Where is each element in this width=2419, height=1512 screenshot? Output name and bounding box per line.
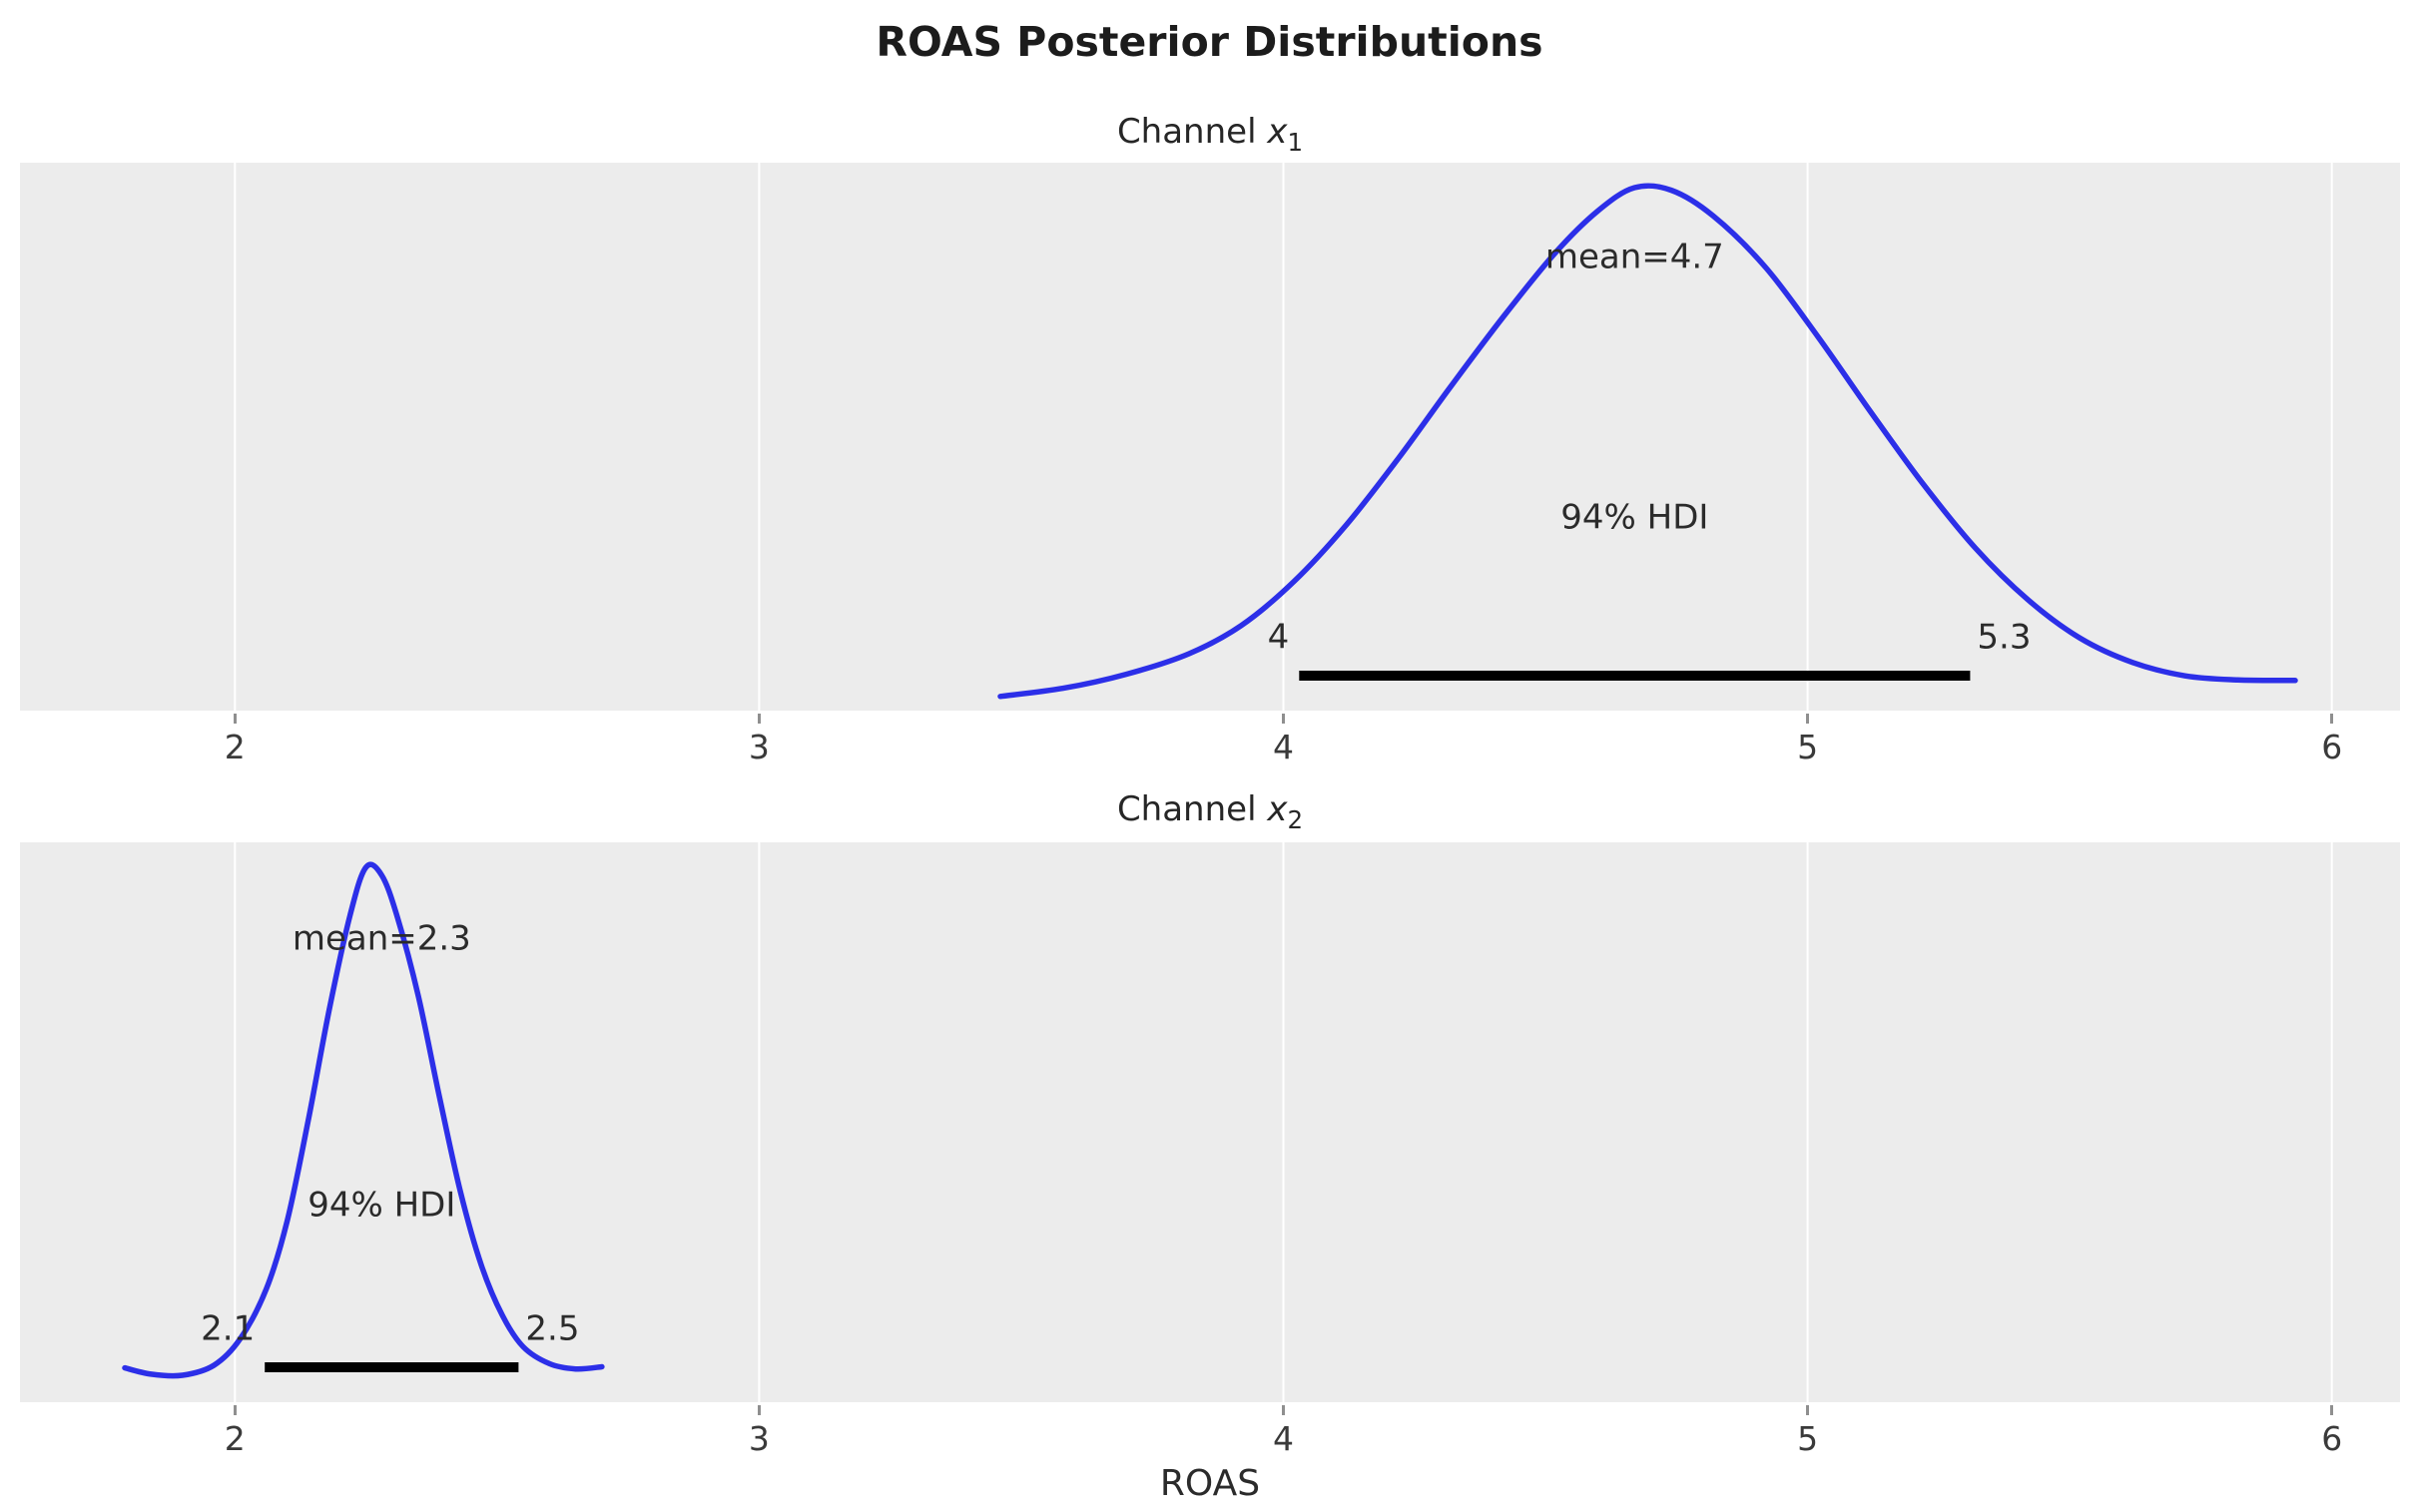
x-tick-label: 5	[1797, 728, 1819, 766]
x-tick-mark	[2330, 714, 2334, 724]
x-axis-label: ROAS	[1159, 1463, 1261, 1504]
x-tick-label: 2	[224, 1419, 246, 1458]
x-tick-label: 6	[2321, 1419, 2343, 1458]
mean-annotation: mean=2.3	[292, 918, 471, 959]
x-tick-label: 3	[748, 728, 770, 766]
hdi-annotation: 94% HDI	[1560, 497, 1709, 538]
x-tick-label: 2	[224, 728, 246, 766]
hdi-upper-label: 5.3	[1977, 617, 2032, 658]
x-tick-mark	[757, 1405, 761, 1415]
mean-annotation: mean=4.7	[1544, 237, 1724, 277]
subplot-title-text: Channel	[1116, 789, 1268, 829]
subplot-title-subscript: 2	[1287, 804, 1304, 834]
figure-title: ROAS Posterior Distributions	[876, 18, 1543, 66]
x-tick-mark	[1282, 714, 1285, 724]
x-tick-mark	[1806, 714, 1810, 724]
density-plot-channel-x1	[234, 163, 2333, 711]
hdi-lower-label: 4	[1267, 617, 1290, 658]
density-curve	[122, 861, 605, 1379]
x-tick-label: 6	[2321, 728, 2343, 766]
x-tick-mark	[757, 714, 761, 724]
density-plot-channel-x2	[122, 842, 2333, 1402]
hdi-lower-label: 2.1	[201, 1308, 256, 1349]
density-curve	[997, 183, 2298, 700]
x-tick-mark	[1806, 1405, 1810, 1415]
hdi-upper-label: 2.5	[525, 1308, 580, 1349]
x-tick-mark	[233, 714, 237, 724]
x-tick-mark	[2330, 1405, 2334, 1415]
subplot-title-text: Channel	[1116, 112, 1268, 152]
x-axis-ticks-top-subplot: 2 3 4 5 6	[20, 712, 2400, 775]
subplot-title-variable: x	[1267, 789, 1288, 829]
x-tick-label: 3	[748, 1419, 770, 1458]
x-tick-label: 4	[1273, 728, 1294, 766]
x-tick-label: 5	[1797, 1419, 1819, 1458]
subplot-title-channel-x2: Channel x2	[20, 789, 2400, 834]
x-tick-mark	[1282, 1405, 1285, 1415]
subplot-title-variable: x	[1267, 112, 1288, 152]
subplot-title-channel-x1: Channel x1	[20, 112, 2400, 157]
subplot-title-subscript: 1	[1287, 127, 1304, 157]
plot-panel-channel-x1: mean=4.7 94% HDI 4 5.3	[20, 163, 2400, 711]
plot-panel-channel-x2: mean=2.3 94% HDI 2.1 2.5	[20, 842, 2400, 1402]
x-tick-mark	[233, 1405, 237, 1415]
x-axis-ticks-bottom-subplot: 2 3 4 5 6	[20, 1403, 2400, 1467]
x-tick-label: 4	[1273, 1419, 1294, 1458]
hdi-annotation: 94% HDI	[307, 1184, 456, 1225]
